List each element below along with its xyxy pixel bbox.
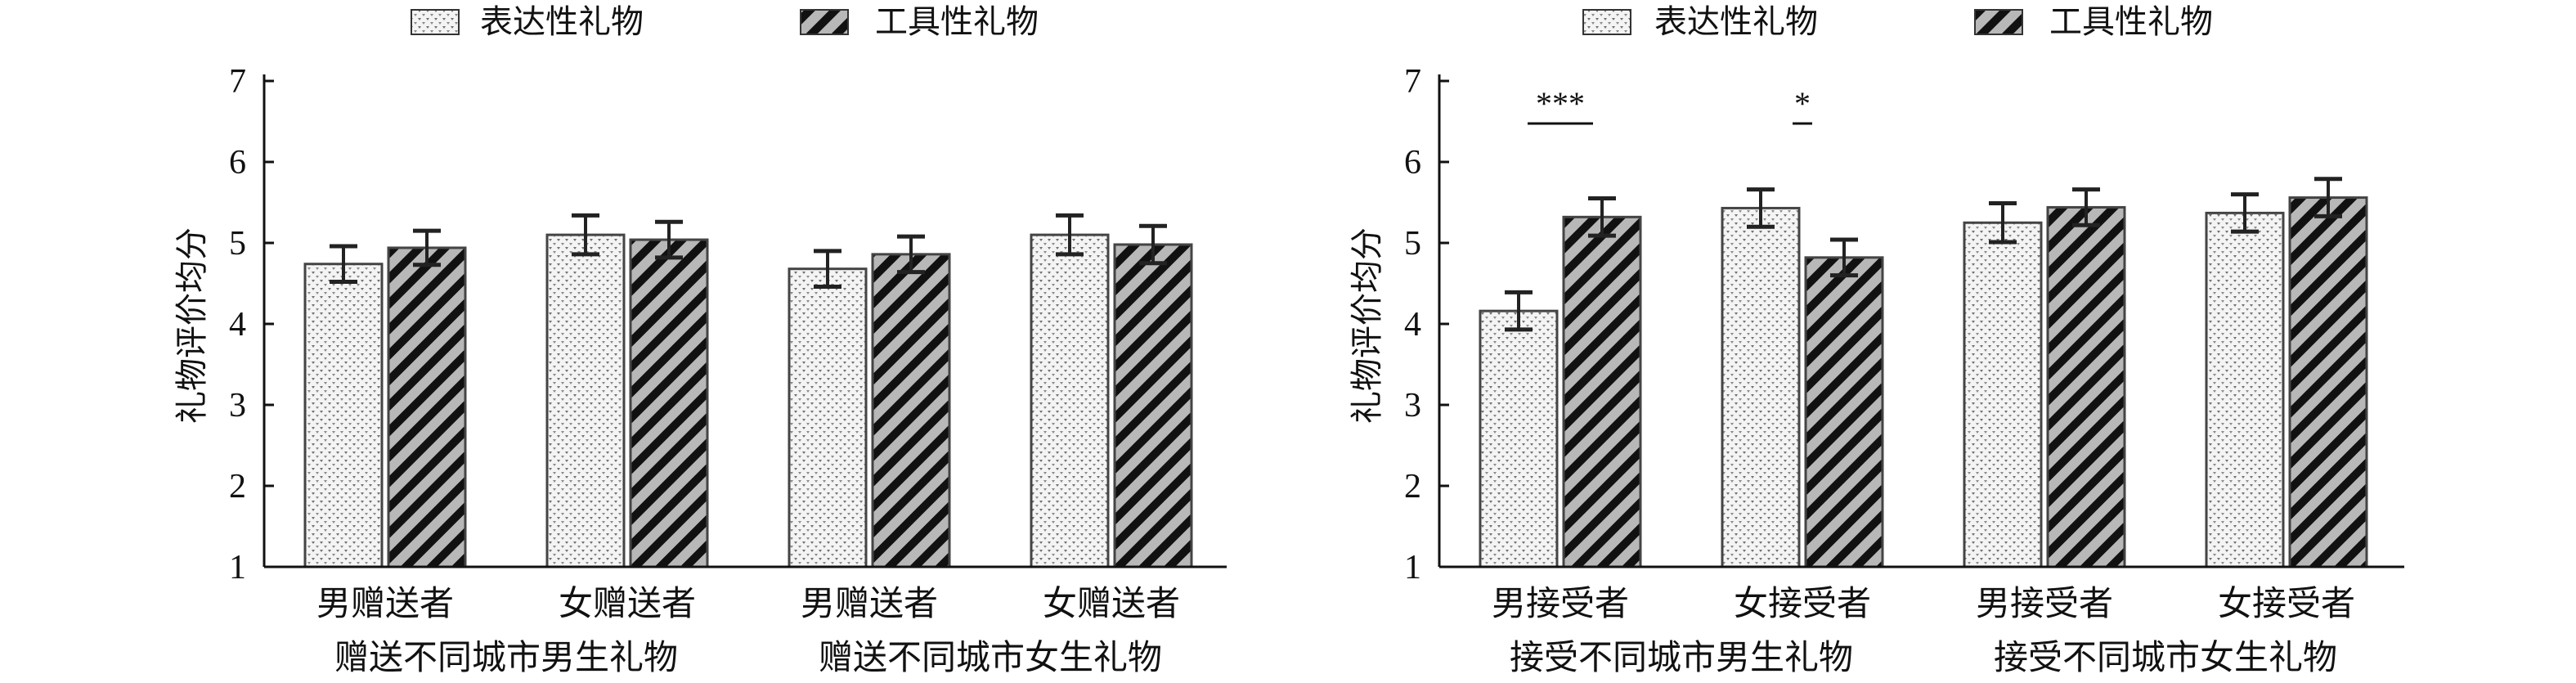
legend-swatch-1 <box>411 9 460 35</box>
bar <box>2288 196 2368 568</box>
significance-marker: * <box>1794 85 1811 122</box>
y-tick-label: 7 <box>1404 63 1421 101</box>
x-group-label: 赠送不同城市男生礼物 <box>334 637 678 677</box>
y-axis-label: 礼物评价均分 <box>1349 227 1386 424</box>
significance-marker: *** <box>1536 85 1585 122</box>
y-tick-label: 4 <box>229 306 246 344</box>
x-category-label: 男接受者 <box>1492 583 1629 623</box>
x-category-label: 男赠送者 <box>316 583 454 623</box>
y-tick-label: 4 <box>1404 306 1421 344</box>
y-tick-label: 6 <box>229 144 246 182</box>
x-category-label: 女接受者 <box>1734 583 1871 623</box>
x-category-label: 男接受者 <box>1976 583 2113 623</box>
bar <box>545 233 626 568</box>
bar <box>1113 243 1193 568</box>
bar <box>1963 221 2043 568</box>
y-axis-label: 礼物评价均分 <box>173 227 211 424</box>
y-tick-label: 1 <box>229 549 246 586</box>
x-group-label: 赠送不同城市女生礼物 <box>819 637 1162 677</box>
bar <box>303 263 384 568</box>
legend-swatch-2 <box>800 9 849 35</box>
bar <box>788 267 868 568</box>
y-tick-label: 3 <box>229 387 246 425</box>
x-group-label: 接受不同城市女生礼物 <box>1994 637 2337 677</box>
y-tick-label: 2 <box>229 468 246 506</box>
x-category-label: 女赠送者 <box>559 583 696 623</box>
y-tick-label: 2 <box>1404 468 1421 506</box>
legend-label: 表达性礼物 <box>480 3 644 41</box>
bar <box>387 246 467 568</box>
x-category-label: 女接受者 <box>2218 583 2355 623</box>
bar <box>1804 256 1884 568</box>
bar <box>1479 309 1559 568</box>
bar <box>1030 233 1110 568</box>
bar <box>2205 211 2285 568</box>
y-tick-label: 1 <box>1404 549 1421 586</box>
bar <box>2046 205 2126 568</box>
legend-label: 工具性礼物 <box>875 3 1039 41</box>
x-group-label: 接受不同城市男生礼物 <box>1510 637 1853 677</box>
x-category-label: 男赠送者 <box>801 583 938 623</box>
bar <box>871 253 951 568</box>
bar <box>1721 206 1801 568</box>
legend-label: 工具性礼物 <box>2049 3 2213 41</box>
x-category-label: 女赠送者 <box>1043 583 1180 623</box>
bar <box>629 238 709 568</box>
y-tick-label: 3 <box>1404 387 1421 425</box>
y-tick-label: 7 <box>229 63 246 101</box>
bar <box>1562 215 1642 568</box>
y-tick-label: 5 <box>1404 225 1421 263</box>
y-tick-label: 5 <box>229 225 246 263</box>
legend-swatch-2 <box>1974 9 2023 35</box>
legend-swatch-1 <box>1582 9 1631 35</box>
y-tick-label: 6 <box>1404 144 1421 182</box>
legend-label: 表达性礼物 <box>1654 3 1818 41</box>
